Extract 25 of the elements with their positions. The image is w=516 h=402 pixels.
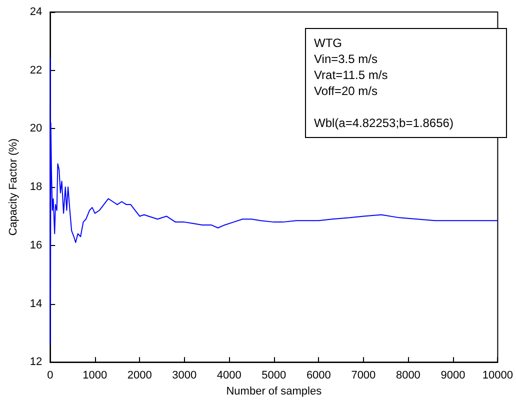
x-tick-label: 9000: [440, 370, 466, 382]
x-tick-label: 10000: [482, 370, 514, 382]
x-tick-label: 5000: [262, 370, 286, 382]
y-tick-label: 14: [30, 298, 42, 310]
x-tick-label: 1000: [82, 370, 108, 382]
y-tick-label: 22: [30, 64, 42, 76]
x-tick-label: 3000: [172, 370, 197, 382]
x-axis-title: Number of samples: [226, 386, 322, 398]
x-tick-label: 7000: [351, 370, 376, 382]
y-tick-label: 20: [30, 122, 42, 135]
annotation: Wbl(a=4.82253;b=1.8656): [314, 115, 454, 131]
y-axis-title: Capacity Factor (%): [8, 138, 20, 236]
x-tick-label: 8000: [396, 370, 420, 382]
y-tick-label: 12: [30, 356, 42, 368]
x-tick-label: 0: [47, 370, 54, 382]
x-tick-label: 2000: [127, 370, 152, 382]
y-tick-label: 18: [30, 181, 42, 194]
x-tick-label: 6000: [306, 370, 331, 382]
annotation: Vrat=11.5 m/s: [314, 67, 389, 83]
annotation: Voff=20 m/s: [314, 83, 378, 99]
y-tick-label: 16: [30, 239, 42, 252]
annotation: Vin=3.5 m/s: [314, 51, 378, 67]
y-tick-label: 24: [30, 6, 42, 18]
annotation: WTG: [314, 35, 343, 51]
x-tick-label: 4000: [216, 370, 242, 382]
